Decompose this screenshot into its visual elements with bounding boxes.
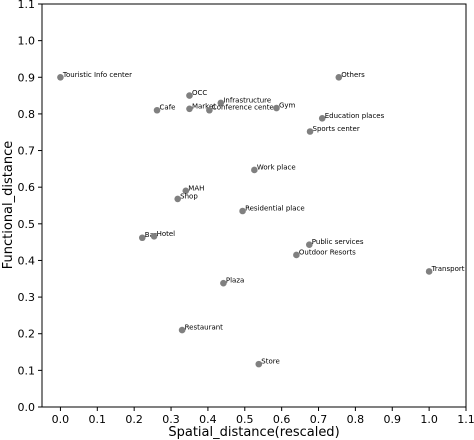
data-point	[425, 268, 433, 275]
y-tick-label: 0.1	[18, 364, 36, 377]
data-point	[293, 251, 300, 259]
y-tick-label: 0.9	[18, 71, 36, 84]
data-point-label: Restaurant	[185, 324, 224, 332]
x-tick-label: 0.2	[125, 413, 143, 426]
x-tick-label: 0.5	[236, 413, 254, 426]
y-tick-label: 0.2	[18, 328, 36, 341]
data-point-label: Others	[341, 71, 365, 79]
y-tick-label: 1.0	[18, 35, 36, 48]
data-point-label: Touristic Info center	[62, 71, 132, 79]
x-tick-label: 0.4	[199, 413, 217, 426]
x-tick-label: 0.7	[310, 413, 328, 426]
x-tick-label: 1.0	[420, 413, 438, 426]
data-point	[206, 106, 213, 114]
data-point-label: Infrastructure	[223, 96, 271, 104]
data-point	[138, 234, 146, 242]
y-tick-label: 0.4	[18, 254, 36, 267]
data-point	[251, 166, 258, 174]
data-point-label: Work place	[257, 163, 296, 171]
data-point-label: Cafe	[160, 104, 176, 112]
data-point-label: OCC	[192, 89, 207, 97]
x-tick-label: 0.6	[273, 413, 291, 426]
data-point	[186, 105, 193, 113]
data-point-label: Transport	[431, 265, 465, 273]
x-tick-label: 0.1	[89, 413, 107, 426]
y-tick-label: 0.5	[18, 218, 36, 231]
data-point	[57, 73, 64, 81]
x-tick-label: 0.8	[347, 413, 365, 426]
y-tick-label: 1.1	[18, 0, 36, 11]
data-points: Touristic Info center Others OCC Infrastruc…	[57, 71, 465, 368]
data-point-label: Conference center	[212, 104, 277, 112]
data-point-label: Gym	[279, 102, 296, 110]
data-point-label: Bar	[145, 231, 157, 239]
data-point-label: Store	[261, 358, 280, 366]
data-point-label: Plaza	[226, 277, 244, 285]
data-point-label: Shop	[180, 192, 198, 200]
data-point	[153, 106, 161, 114]
data-point	[174, 195, 181, 203]
data-point-label: Education places	[325, 112, 385, 120]
y-tick-label: 0.0	[18, 401, 36, 414]
data-point-label: Market	[192, 102, 216, 110]
data-point	[220, 279, 227, 287]
y-tick-label: 0.8	[18, 108, 36, 121]
x-axis: 0.0 0.1 0.2 0.3 0.4 0.5 0.6 0.7 0.8 0.9 1.0 1.1	[52, 407, 474, 426]
data-point-label: Sports center	[313, 125, 360, 133]
data-point-label: Outdoor Resorts	[299, 248, 356, 256]
y-tick-label: 0.3	[18, 291, 36, 304]
data-point	[255, 360, 263, 368]
data-point-label: MAH	[188, 184, 204, 192]
y-axis: 0.0 0.1 0.2 0.3 0.4 0.5 0.6 0.7 0.8 0.9 1.0 1.1	[18, 0, 42, 414]
data-point	[273, 104, 280, 112]
data-point	[178, 326, 186, 334]
data-point	[306, 128, 314, 135]
data-point	[306, 241, 313, 249]
x-tick-label: 0.0	[52, 413, 70, 426]
data-point	[318, 115, 326, 122]
x-tick-label: 1.1	[457, 413, 474, 426]
data-point	[150, 232, 158, 240]
x-tick-label: 0.9	[384, 413, 402, 426]
x-axis-label: Spatial_distance(rescaled)	[168, 425, 339, 440]
plot-area	[41, 3, 467, 408]
data-point-label: Residential place	[245, 204, 305, 212]
x-tick-label: 0.3	[162, 413, 180, 426]
data-point	[182, 187, 190, 195]
y-axis-label: Functional_distance	[1, 141, 16, 269]
data-point	[217, 99, 225, 107]
data-point-label: Hotel	[157, 230, 176, 238]
data-point	[335, 73, 343, 81]
y-tick-label: 0.6	[18, 181, 36, 194]
data-point	[239, 207, 246, 215]
data-point-label: Public services	[312, 238, 364, 246]
y-tick-label: 0.7	[18, 145, 36, 158]
data-point	[186, 92, 193, 99]
